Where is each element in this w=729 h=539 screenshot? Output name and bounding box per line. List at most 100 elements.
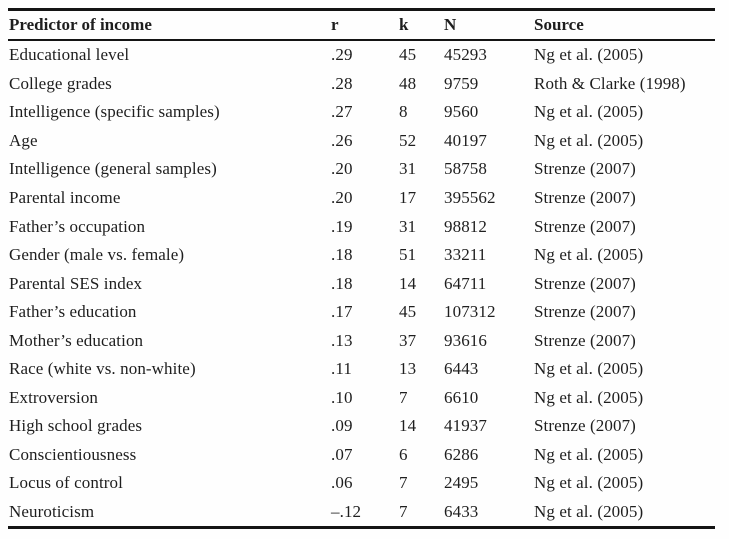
- predictor-cell: Parental income: [9, 188, 121, 207]
- column-header-predictor: Predictor of income: [8, 9, 330, 41]
- source-cell: Strenze (2007): [534, 216, 636, 236]
- predictor-cell: Intelligence (general samples): [9, 159, 217, 179]
- k-cell: 7: [399, 387, 408, 407]
- source-cell: Ng et al. (2005): [534, 502, 644, 522]
- table-row: Father’s education .17 45 107312 Strenze (20…: [8, 298, 715, 327]
- column-header-n: N: [443, 9, 533, 41]
- source-cell: Strenze (2007): [534, 416, 636, 436]
- predictor-cell: Extroversion: [9, 387, 99, 407]
- n-cell: 9759: [444, 73, 479, 93]
- source-cell: Ng et al. (2005): [534, 245, 644, 265]
- k-cell: 45: [399, 302, 417, 322]
- source-cell: Strenze (2007): [534, 159, 636, 179]
- n-cell: 33211: [444, 245, 487, 265]
- table-row: Intelligence (general samples) .20 31 58758…: [8, 155, 715, 184]
- predictor-cell: Intelligence (specific samples): [9, 102, 220, 122]
- n-cell: 93616: [444, 330, 487, 350]
- table-row: Locus of control .06 7 2495 Ng et al. (2005): [8, 469, 715, 498]
- k-cell: 7: [399, 473, 408, 493]
- r-cell: .09: [331, 416, 353, 436]
- table-row: College grades .28 48 9759 Roth & Clarke (19…: [8, 70, 715, 99]
- r-cell: .11: [331, 359, 352, 379]
- table-row: Mother’s education .13 37 93616 Strenze (200…: [8, 326, 715, 355]
- predictor-cell: Conscientiousness: [9, 444, 137, 464]
- n-cell: 58758: [444, 159, 487, 179]
- table-row: Neuroticism –.12 7 6433 Ng et al. (2005): [8, 498, 715, 528]
- table-row: Race (white vs. non-white) .11 13 6443 Ng et…: [8, 355, 715, 384]
- k-cell: 31: [399, 216, 417, 236]
- table-header: Predictor of income r k N Source: [8, 9, 715, 41]
- r-cell: .13: [331, 330, 353, 350]
- n-cell: 64711: [444, 273, 487, 293]
- r-cell: .27: [331, 102, 353, 122]
- source-cell: Roth & Clarke (1998): [534, 73, 686, 93]
- header-row: Predictor of income r k N Source: [8, 9, 715, 41]
- predictor-cell: Father’s education: [9, 302, 137, 322]
- r-cell: .17: [331, 302, 353, 322]
- k-cell: 51: [399, 245, 417, 265]
- predictor-cell: Neuroticism: [9, 502, 95, 522]
- k-cell: 14: [399, 273, 417, 293]
- k-cell: 52: [399, 130, 417, 150]
- table-row: Father’s occupation .19 31 98812 Strenze (20…: [8, 212, 715, 241]
- table-row: Parental SES index .18 14 64711 Strenze (200…: [8, 269, 715, 298]
- table-body: Educational level .29 45 45293 Ng et al. (20…: [8, 40, 715, 528]
- source-cell: Ng et al. (2005): [534, 444, 644, 464]
- r-cell: .06: [331, 473, 353, 493]
- source-cell: Strenze (2007): [534, 188, 636, 207]
- column-header-r: r: [330, 9, 398, 41]
- table-row: Parental income .20 17 395562 Strenze (2007): [8, 184, 715, 213]
- k-cell: 14: [399, 416, 417, 436]
- n-cell: 2495: [444, 473, 479, 493]
- k-cell: 17: [399, 188, 417, 207]
- k-cell: 7: [399, 502, 408, 522]
- income-predictors-table: Predictor of income r k N Source Educational…: [8, 8, 715, 530]
- table-row: Educational level .29 45 45293 Ng et al. (20…: [8, 40, 715, 70]
- n-cell: 6286: [444, 444, 479, 464]
- n-cell: 107312: [444, 302, 496, 322]
- n-cell: 6443: [444, 359, 479, 379]
- predictor-cell: High school grades: [9, 416, 143, 436]
- n-cell: 395562: [444, 188, 496, 207]
- predictor-cell: Father’s occupation: [9, 216, 146, 236]
- k-cell: 37: [399, 330, 417, 350]
- r-cell: .20: [331, 159, 353, 179]
- r-cell: .28: [331, 73, 353, 93]
- k-cell: 31: [399, 159, 417, 179]
- k-cell: 6: [399, 444, 408, 464]
- source-cell: Strenze (2007): [534, 330, 636, 350]
- predictor-cell: College grades: [9, 73, 112, 93]
- predictor-cell: Gender (male vs. female): [9, 245, 185, 265]
- table-row: Intelligence (specific samples) .27 8 9560 N…: [8, 98, 715, 127]
- r-cell: –.12: [331, 502, 362, 522]
- source-cell: Ng et al. (2005): [534, 387, 644, 407]
- source-cell: Ng et al. (2005): [534, 130, 644, 150]
- k-cell: 45: [399, 45, 417, 65]
- column-header-source: Source: [533, 9, 715, 41]
- column-header-k: k: [398, 9, 443, 41]
- r-cell: .18: [331, 273, 353, 293]
- source-cell: Strenze (2007): [534, 273, 636, 293]
- n-cell: 9560: [444, 102, 479, 122]
- n-cell: 45293: [444, 45, 487, 65]
- n-cell: 98812: [444, 216, 487, 236]
- r-cell: .26: [331, 130, 353, 150]
- r-cell: .20: [331, 188, 353, 207]
- table-row: Gender (male vs. female) .18 51 33211 Ng et …: [8, 241, 715, 270]
- predictor-cell: Educational level: [9, 45, 130, 65]
- predictor-cell: Mother’s education: [9, 330, 144, 350]
- predictor-cell: Age: [9, 130, 38, 150]
- source-cell: Ng et al. (2005): [534, 473, 644, 493]
- table-row: High school grades .09 14 41937 Strenze (200…: [8, 412, 715, 441]
- r-cell: .18: [331, 245, 353, 265]
- r-cell: .10: [331, 387, 353, 407]
- n-cell: 40197: [444, 130, 487, 150]
- k-cell: 13: [399, 359, 417, 379]
- r-cell: .19: [331, 216, 353, 236]
- k-cell: 48: [399, 73, 417, 93]
- table-row: Age .26 52 40197 Ng et al. (2005): [8, 127, 715, 156]
- predictor-cell: Parental SES index: [9, 273, 143, 293]
- table-row: Extroversion .10 7 6610 Ng et al. (2005): [8, 384, 715, 413]
- r-cell: .07: [331, 444, 353, 464]
